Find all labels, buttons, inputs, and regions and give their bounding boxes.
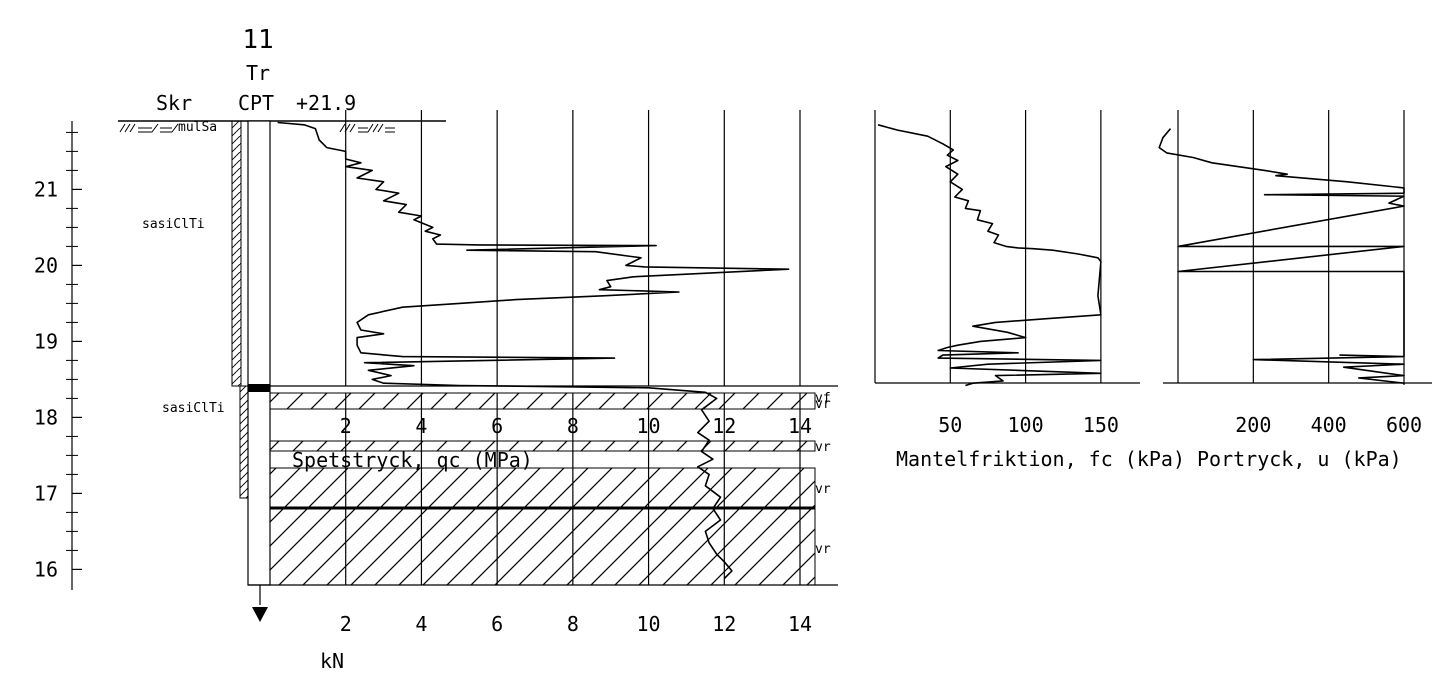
soil-code-lower: sasiClTi — [162, 401, 225, 416]
kn-tick-label: 10 — [637, 612, 661, 636]
method-bottom: CPT — [238, 91, 274, 115]
kn-scale: 2 4 6 8 10 12 14 — [340, 612, 812, 636]
hatch-label-2: vr — [815, 397, 831, 412]
level-label: +21.9 — [296, 91, 356, 115]
point-id: 11 — [242, 25, 273, 55]
qc-axis-title: Spetstryck, qc (MPa) — [292, 448, 533, 472]
kn-tick-label: 2 — [340, 612, 352, 636]
column-label-skr: Skr — [156, 91, 192, 115]
x-tick-label: 400 — [1311, 413, 1347, 437]
ground-surface-symbol-left — [119, 123, 179, 133]
elevation-tick-label: 20 — [34, 253, 58, 277]
x-tick-label: 8 — [567, 414, 579, 438]
qc-series-line — [277, 121, 790, 580]
hatch-label-3: vr — [815, 440, 831, 455]
kn-tick-label: 4 — [415, 612, 427, 636]
elevation-tick-label: 17 — [34, 481, 58, 505]
x-tick-label: 14 — [788, 414, 812, 438]
hatch-label-4: vr — [815, 482, 831, 497]
elevation-tick-label: 16 — [34, 557, 58, 581]
hatch-label-5: vr — [815, 542, 831, 557]
elevation-tick-label: 21 — [34, 177, 58, 201]
x-tick-label: 150 — [1083, 413, 1119, 437]
x-tick-label: 100 — [1008, 413, 1044, 437]
soil-code-upper: sasiClTi — [142, 217, 205, 232]
x-tick-label: 12 — [712, 414, 736, 438]
kn-unit-label: kN — [320, 649, 344, 673]
x-tick-label: 6 — [491, 414, 503, 438]
rod-marker — [248, 384, 270, 392]
x-tick-label: 2 — [340, 414, 352, 438]
x-tick-label: 600 — [1386, 413, 1422, 437]
ground-surface-symbol-right — [339, 123, 395, 133]
stop-arrow-icon — [252, 607, 268, 622]
fc-axis-title: Mantelfriktion, fc (kPa) — [896, 447, 1185, 471]
elevation-axis: 21 20 19 18 17 16 — [34, 121, 82, 590]
u-axis-title: Portryck, u (kPa) — [1197, 447, 1402, 471]
soil-column-lower — [239, 385, 249, 499]
x-tick-label: 4 — [415, 414, 427, 438]
fc-series-line — [877, 124, 1102, 387]
kn-tick-label: 8 — [567, 612, 579, 636]
kn-tick-label: 14 — [788, 612, 812, 636]
method-top: Tr — [246, 61, 270, 85]
fc-panel: 50 100 150 — [874, 110, 1140, 437]
lower-hatch-layers — [248, 392, 838, 586]
elevation-tick-label: 18 — [34, 405, 58, 429]
soil-top-code: mulSa — [178, 120, 217, 135]
kn-tick-label: 6 — [491, 612, 503, 636]
elevation-tick-label: 19 — [34, 329, 58, 353]
u-series-line — [1158, 128, 1405, 385]
x-tick-label: 10 — [637, 414, 661, 438]
kn-tick-label: 12 — [712, 612, 736, 636]
x-tick-label: 50 — [938, 413, 962, 437]
qc-panel: 2 4 6 8 10 12 14 — [270, 110, 838, 585]
x-tick-label: 200 — [1235, 413, 1271, 437]
hatch-label-1: vf — [815, 391, 831, 406]
soil-column-upper — [231, 120, 242, 387]
u-panel: 200 400 600 — [1158, 110, 1432, 437]
sounding-rod — [247, 120, 271, 586]
